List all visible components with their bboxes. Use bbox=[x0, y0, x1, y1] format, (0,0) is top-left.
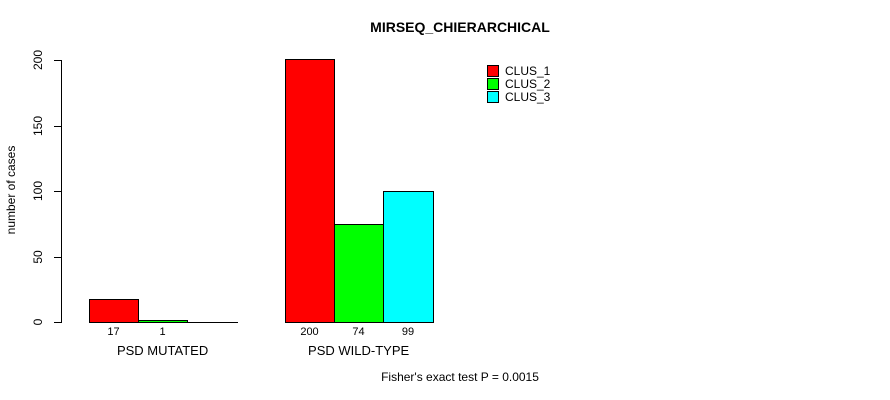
y-axis-line bbox=[61, 60, 62, 323]
y-axis-tick bbox=[54, 60, 61, 61]
bar-value-label: 1 bbox=[159, 326, 166, 338]
legend-swatch bbox=[487, 65, 499, 77]
legend-label: CLUS_3 bbox=[505, 90, 551, 104]
footnote: Fisher's exact test P = 0.0015 bbox=[381, 370, 539, 384]
legend-row: CLUS_2 bbox=[487, 77, 551, 91]
y-axis-tick bbox=[54, 257, 61, 258]
bar-value-label: 99 bbox=[401, 326, 415, 338]
y-axis-tick-label: 100 bbox=[31, 180, 45, 202]
bar bbox=[383, 191, 434, 323]
bar bbox=[187, 322, 238, 323]
legend-swatch bbox=[487, 78, 499, 90]
bar bbox=[138, 320, 188, 323]
category-label: PSD MUTATED bbox=[116, 343, 209, 358]
legend-row: CLUS_1 bbox=[487, 64, 551, 78]
bar-value-label: 74 bbox=[352, 326, 365, 338]
y-axis-tick-label: 0 bbox=[31, 318, 45, 326]
y-axis-tick-label: 200 bbox=[31, 49, 45, 71]
legend-label: CLUS_2 bbox=[505, 77, 551, 91]
bar-value-label: 17 bbox=[107, 326, 120, 338]
y-axis-tick-label: 50 bbox=[31, 250, 45, 264]
y-axis-tick bbox=[54, 322, 61, 323]
bar bbox=[89, 299, 139, 323]
legend-swatch bbox=[487, 91, 499, 103]
bar-value-label: 200 bbox=[300, 326, 319, 338]
category-label: PSD WILD-TYPE bbox=[308, 343, 410, 358]
y-axis-tick-label: 150 bbox=[31, 115, 45, 137]
chart-title: MIRSEQ_CHIERARCHICAL bbox=[370, 19, 550, 35]
y-axis-tick bbox=[54, 191, 61, 192]
y-axis-tick bbox=[54, 126, 61, 127]
legend: CLUS_1 CLUS_2 CLUS_3 bbox=[487, 64, 551, 104]
y-axis-label: number of cases bbox=[4, 145, 18, 235]
legend-row: CLUS_3 bbox=[487, 90, 551, 104]
bar bbox=[285, 59, 335, 323]
bar bbox=[334, 224, 384, 323]
legend-label: CLUS_1 bbox=[505, 64, 551, 78]
